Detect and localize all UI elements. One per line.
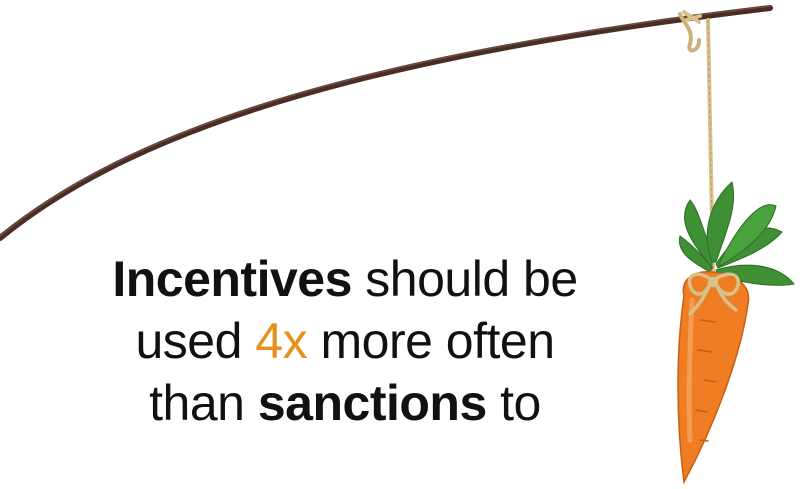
caption-text-segment: to <box>486 375 541 431</box>
stick-icon <box>0 5 773 241</box>
carrot-icon <box>677 181 795 485</box>
caption-keyword-sanctions: sanctions <box>257 375 487 431</box>
caption-line-3: than sanctions to <box>40 372 650 434</box>
caption-text-segment: should be <box>351 251 578 307</box>
caption-line-2: used 4x more often <box>40 310 650 372</box>
bow-knot-icon <box>687 272 740 316</box>
caption-accent-ratio: 4x <box>255 313 308 369</box>
carrot-leaves <box>678 181 795 286</box>
caption-text: Incentives should be used 4x more often … <box>40 248 650 434</box>
caption-text-segment: used <box>135 313 256 369</box>
caption-text-segment: more often <box>307 313 556 369</box>
caption-keyword-incentives: Incentives <box>112 251 352 307</box>
caption-line-1: Incentives should be <box>40 248 650 310</box>
caption-text-segment: than <box>149 375 258 431</box>
